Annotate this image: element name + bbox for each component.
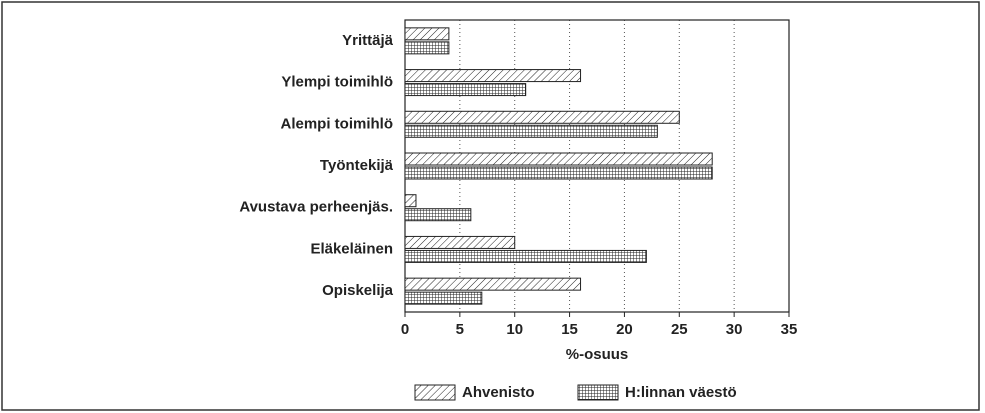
bar [404,291,483,305]
x-tick-label: 15 [561,321,578,338]
y-tick-label: Eläkeläinen [310,240,393,257]
legend-swatch [577,384,619,401]
bar [404,83,527,97]
x-axis-label: %-osuus [566,346,629,363]
x-tick-label: 35 [781,321,798,338]
y-tick-label: Ylempi toimihlö [281,74,393,91]
x-tick-label: 0 [401,321,409,338]
y-tick-label: Avustava perheenjäs. [239,199,393,216]
bar [404,27,450,41]
bar [404,208,472,222]
legend-label: H:linnan väestö [625,384,737,401]
x-tick-label: 10 [506,321,523,338]
bar [404,249,647,263]
bar [404,124,658,138]
bar [404,235,516,249]
y-tick-label: Työntekijä [320,157,394,174]
bar [404,166,713,180]
x-tick-label: 25 [671,321,688,338]
y-tick-label: Alempi toimihlö [281,115,394,132]
bar [404,110,680,124]
bar [404,41,450,55]
bar [404,152,713,166]
bar [404,69,582,83]
bar [404,277,582,291]
x-tick-label: 5 [456,321,464,338]
y-tick-label: Yrittäjä [342,32,394,49]
legend-swatch [414,384,456,401]
bar [404,194,417,208]
x-tick-label: 20 [616,321,633,338]
legend-label: Ahvenisto [462,384,535,401]
plot-border [404,19,790,313]
x-tick-label: 30 [726,321,743,338]
y-tick-label: Opiskelija [322,282,394,299]
